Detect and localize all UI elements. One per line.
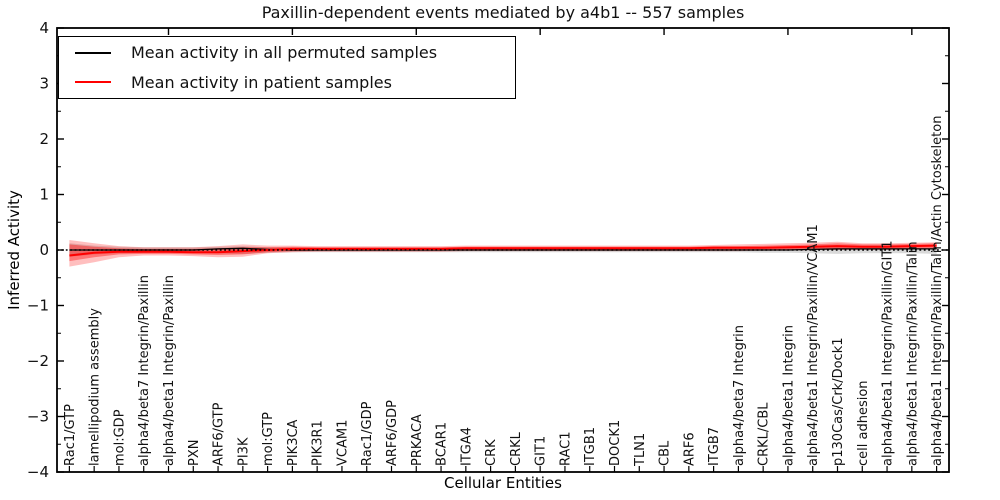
- y-tick-label: 4: [39, 19, 49, 37]
- x-tick-label: alpha4/beta7 Integrin: [732, 325, 747, 466]
- x-tick-label: PIK3CA: [286, 419, 301, 466]
- patient-mean-line: [69, 244, 937, 257]
- x-tick-label: ARF6/GTP: [212, 402, 227, 466]
- x-tick-label: VCAM1: [335, 420, 350, 466]
- x-tick-label: BCAR1: [435, 422, 450, 466]
- x-tick-label: TLN1: [633, 433, 648, 467]
- x-tick-label: GIT1: [534, 436, 549, 466]
- x-tick-label: ARF6/GDP: [385, 400, 400, 466]
- y-axis-label: Inferred Activity: [5, 190, 23, 310]
- x-tick-label: alpha4/beta1 Integrin/Paxillin/Talin/Act…: [930, 116, 945, 466]
- x-tick-label: RAC1: [558, 431, 573, 466]
- x-tick-label: ITGA4: [459, 427, 474, 466]
- x-tick-label: alpha4/beta1 Integrin/Paxillin/Talin: [905, 241, 920, 466]
- legend-box: Mean activity in all permuted samples Me…: [58, 36, 516, 99]
- x-tick-label: cell adhesion: [856, 380, 871, 466]
- x-tick-label: DOCK1: [608, 420, 623, 466]
- patient-std-band-outer: [69, 240, 937, 267]
- y-tick-label: 0: [39, 241, 49, 259]
- legend-label-permuted: Mean activity in all permuted samples: [131, 43, 438, 63]
- y-tick-label: −4: [27, 463, 49, 481]
- x-tick-label: CRKL/CBL: [757, 402, 772, 466]
- x-tick-label: Rac1/GDP: [360, 401, 375, 466]
- x-tick-label: mol:GTP: [261, 412, 276, 466]
- x-tick-label: PXN: [187, 440, 202, 466]
- x-tick-label: alpha4/beta7 Integrin/Paxillin: [137, 275, 152, 466]
- x-tick-label: ARF6: [682, 432, 697, 466]
- x-tick-label: mol:GDP: [112, 409, 127, 466]
- x-tick-label: ITGB1: [583, 427, 598, 466]
- y-tick-label: 1: [39, 186, 49, 204]
- x-axis-label: Cellular Entities: [444, 474, 562, 492]
- x-tick-label: CBL: [658, 440, 673, 466]
- y-tick-label: −2: [27, 352, 49, 370]
- y-tick-label: 2: [39, 130, 49, 148]
- x-tick-label: p130Cas/Crk/Dock1: [831, 337, 846, 466]
- x-tick-label: alpha4/beta1 Integrin: [781, 325, 796, 466]
- permuted-line-swatch: [75, 51, 111, 54]
- y-tick-label: 3: [39, 75, 49, 93]
- x-tick-label: alpha4/beta1 Integrin/Paxillin: [162, 275, 177, 466]
- patient-line-swatch: [75, 81, 111, 84]
- x-tick-label: PIK3R1: [311, 420, 326, 466]
- x-tick-label: CRKL: [509, 431, 524, 466]
- x-tick-label: alpha4/beta1 Integrin/Paxillin/VCAM1: [806, 224, 821, 466]
- x-tick-label: PI3K: [236, 437, 251, 466]
- x-tick-label: alpha4/beta1 Integrin/Paxillin/GIT1: [881, 240, 896, 466]
- legend-label-patient: Mean activity in patient samples: [131, 72, 392, 92]
- x-tick-label: Rac1/GTP: [63, 404, 78, 466]
- y-tick-label: −3: [27, 408, 49, 426]
- y-tick-label: −1: [27, 297, 49, 315]
- x-tick-label: lamellipodium assembly: [88, 308, 103, 466]
- x-tick-label: CRK: [484, 439, 499, 466]
- legend-item-patient: Mean activity in patient samples: [59, 68, 515, 96]
- legend-item-permuted: Mean activity in all permuted samples: [59, 39, 515, 67]
- chart-title: Paxillin-dependent events mediated by a4…: [261, 3, 745, 22]
- x-tick-label: ITGB7: [707, 427, 722, 466]
- x-tick-label: PRKACA: [410, 414, 425, 466]
